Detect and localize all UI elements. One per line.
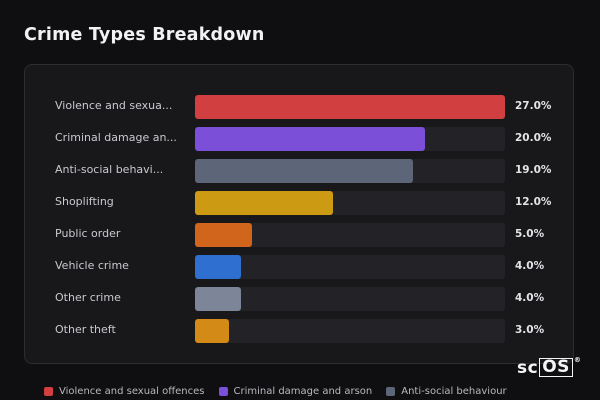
bar [195, 287, 241, 311]
legend-swatch [44, 387, 53, 396]
bar-track [195, 223, 505, 247]
chart-title: Crime Types Breakdown [24, 25, 265, 45]
value-label: 27.0% [515, 100, 552, 112]
legend-item: Violence and sexual offences [44, 386, 205, 397]
category-label: Anti-social behavi... [55, 163, 164, 176]
bar-row: Other theft 3.0% [25, 319, 573, 343]
bar-track [195, 319, 505, 343]
bar-row: Violence and sexua... 27.0% [25, 95, 573, 119]
value-label: 5.0% [515, 228, 545, 240]
category-label: Shoplifting [55, 195, 114, 208]
legend-label: Anti-social behaviour [401, 386, 507, 397]
logo-registered-mark: ® [573, 356, 582, 364]
bar-track [195, 159, 505, 183]
logo-boxed-text: OS [539, 358, 573, 377]
category-label: Other theft [55, 323, 116, 336]
bar-track [195, 191, 505, 215]
bar-row: Other crime 4.0% [25, 287, 573, 311]
bar [195, 191, 333, 215]
bar [195, 255, 241, 279]
bar-row: Shoplifting 12.0% [25, 191, 573, 215]
category-label: Vehicle crime [55, 259, 129, 272]
bar-track [195, 287, 505, 311]
bar [195, 127, 425, 151]
bar [195, 95, 505, 119]
legend-swatch [386, 387, 396, 396]
bar-row: Vehicle crime 4.0% [25, 255, 573, 279]
bar-track [195, 95, 505, 119]
bar [195, 223, 253, 247]
category-label: Criminal damage an... [55, 131, 177, 144]
legend-item: Criminal damage and arson [218, 386, 373, 397]
chart-panel: Violence and sexua... 27.0% Criminal damag… [24, 64, 574, 364]
value-label: 12.0% [515, 196, 552, 208]
category-label: Public order [55, 227, 121, 240]
bar-row: Anti-social behavi... 19.0% [25, 159, 573, 183]
legend-label: Violence and sexual offences [59, 386, 205, 397]
value-label: 20.0% [515, 132, 552, 144]
bar-row: Public order 5.0% [25, 223, 573, 247]
bar-track [195, 127, 505, 151]
value-label: 4.0% [515, 260, 545, 272]
legend-label: Criminal damage and arson [233, 386, 373, 397]
category-label: Violence and sexua... [55, 99, 173, 112]
logo-prefix: sc [517, 358, 539, 378]
bar-track [195, 255, 505, 279]
legend-swatch [218, 387, 228, 396]
category-label: Other crime [55, 291, 121, 304]
bar [195, 319, 230, 343]
brand-logo: sc OS ® [517, 356, 582, 378]
legend-item: Anti-social behaviour [386, 386, 507, 397]
value-label: 19.0% [515, 164, 552, 176]
chart-legend: Violence and sexual offences Criminal dam… [44, 386, 521, 397]
value-label: 4.0% [515, 292, 545, 304]
value-label: 3.0% [515, 324, 545, 336]
bar-row: Criminal damage an... 20.0% [25, 127, 573, 151]
bar [195, 159, 414, 183]
